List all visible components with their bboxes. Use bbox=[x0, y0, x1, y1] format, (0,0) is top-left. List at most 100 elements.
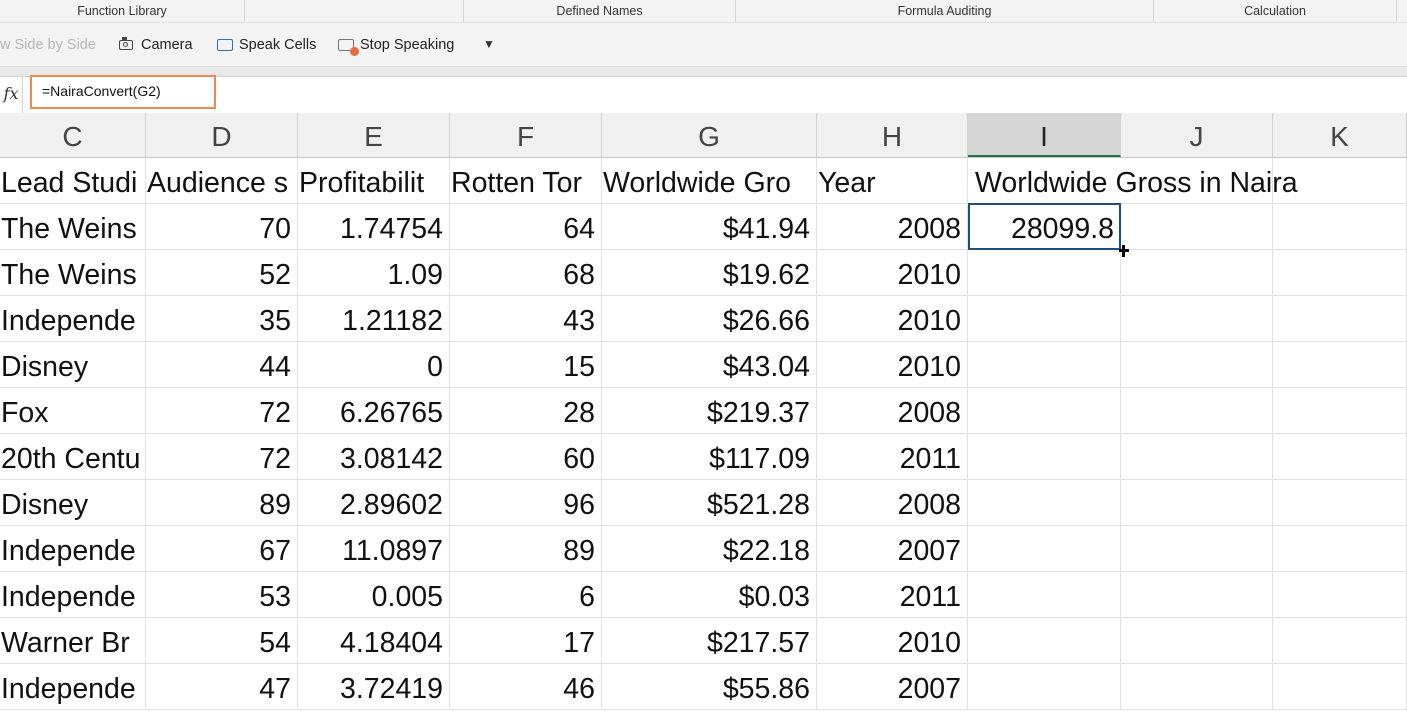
column-header-j[interactable]: J bbox=[1121, 113, 1273, 157]
table-cell[interactable] bbox=[1121, 526, 1273, 572]
table-cell[interactable]: Independe bbox=[0, 526, 146, 572]
table-cell[interactable]: 11.0897 bbox=[298, 526, 450, 572]
table-cell[interactable]: 46 bbox=[450, 664, 602, 710]
table-cell[interactable] bbox=[1273, 204, 1407, 250]
table-cell[interactable]: $219.37 bbox=[602, 388, 817, 434]
column-header-g[interactable]: G bbox=[602, 113, 817, 157]
table-cell[interactable]: $521.28 bbox=[602, 480, 817, 526]
table-cell[interactable]: 64 bbox=[450, 204, 602, 250]
table-cell[interactable] bbox=[968, 664, 1121, 710]
column-header-i[interactable]: I bbox=[968, 113, 1121, 157]
table-cell[interactable]: 0.005 bbox=[298, 572, 450, 618]
table-cell[interactable]: Independe bbox=[0, 664, 146, 710]
table-cell[interactable]: 89 bbox=[146, 480, 298, 526]
formula-input[interactable]: =NairaConvert(G2) bbox=[30, 75, 216, 109]
table-cell[interactable]: Independe bbox=[0, 296, 146, 342]
header-cell[interactable]: Audience s bbox=[146, 158, 298, 204]
table-cell[interactable]: 3.08142 bbox=[298, 434, 450, 480]
table-cell[interactable]: 67 bbox=[146, 526, 298, 572]
table-cell[interactable] bbox=[1273, 664, 1407, 710]
header-cell[interactable]: Worldwide Gross in Naira bbox=[968, 158, 1298, 204]
table-cell[interactable] bbox=[968, 480, 1121, 526]
table-cell[interactable]: 1.21182 bbox=[298, 296, 450, 342]
column-header-h[interactable]: H bbox=[817, 113, 968, 157]
table-cell[interactable] bbox=[968, 296, 1121, 342]
table-cell[interactable]: 1.09 bbox=[298, 250, 450, 296]
table-cell[interactable]: 2.89602 bbox=[298, 480, 450, 526]
table-cell[interactable] bbox=[1121, 480, 1273, 526]
table-cell[interactable]: 2008 bbox=[817, 204, 968, 250]
table-cell[interactable]: Independe bbox=[0, 572, 146, 618]
table-cell[interactable] bbox=[1273, 250, 1407, 296]
table-cell[interactable]: 68 bbox=[450, 250, 602, 296]
table-cell[interactable]: 1.74754 bbox=[298, 204, 450, 250]
table-cell[interactable] bbox=[1121, 250, 1273, 296]
table-cell[interactable]: 2010 bbox=[817, 250, 968, 296]
table-cell[interactable]: $117.09 bbox=[602, 434, 817, 480]
table-cell[interactable] bbox=[1121, 664, 1273, 710]
table-cell[interactable]: Disney bbox=[0, 480, 146, 526]
table-cell[interactable]: 4.18404 bbox=[298, 618, 450, 664]
table-cell[interactable]: 44 bbox=[146, 342, 298, 388]
table-cell[interactable]: Fox bbox=[0, 388, 146, 434]
table-cell[interactable] bbox=[1273, 480, 1407, 526]
table-cell[interactable]: 2010 bbox=[817, 618, 968, 664]
table-cell[interactable]: 6 bbox=[450, 572, 602, 618]
header-cell[interactable]: Lead Studi bbox=[0, 158, 146, 204]
table-cell[interactable] bbox=[968, 618, 1121, 664]
header-cell[interactable]: Year bbox=[817, 158, 968, 204]
table-cell[interactable] bbox=[968, 434, 1121, 480]
header-cell[interactable]: Worldwide Gro bbox=[602, 158, 817, 204]
table-cell[interactable]: 2008 bbox=[817, 480, 968, 526]
table-cell[interactable] bbox=[1273, 572, 1407, 618]
table-cell[interactable] bbox=[1273, 526, 1407, 572]
fill-handle-cursor[interactable] bbox=[1119, 245, 1129, 257]
table-cell[interactable]: $22.18 bbox=[602, 526, 817, 572]
table-cell[interactable] bbox=[1273, 342, 1407, 388]
header-cell[interactable] bbox=[1121, 158, 1273, 204]
stop-speaking-button[interactable]: Stop Speaking bbox=[338, 35, 454, 56]
fx-icon[interactable]: fx bbox=[0, 77, 23, 113]
table-cell[interactable] bbox=[1121, 204, 1273, 250]
table-cell[interactable]: 2011 bbox=[817, 572, 968, 618]
table-cell[interactable]: 2008 bbox=[817, 388, 968, 434]
column-header-f[interactable]: F bbox=[450, 113, 602, 157]
column-header-e[interactable]: E bbox=[298, 113, 450, 157]
speak-cells-button[interactable]: Speak Cells bbox=[217, 35, 316, 55]
table-cell[interactable] bbox=[1121, 342, 1273, 388]
table-cell[interactable]: 3.72419 bbox=[298, 664, 450, 710]
table-cell[interactable]: 20th Centu bbox=[0, 434, 146, 480]
column-header-d[interactable]: D bbox=[146, 113, 298, 157]
table-cell[interactable]: 2010 bbox=[817, 342, 968, 388]
table-cell[interactable]: $26.66 bbox=[602, 296, 817, 342]
table-cell[interactable]: $0.03 bbox=[602, 572, 817, 618]
table-cell[interactable]: 52 bbox=[146, 250, 298, 296]
table-cell[interactable]: 96 bbox=[450, 480, 602, 526]
table-cell[interactable]: $43.04 bbox=[602, 342, 817, 388]
table-cell[interactable]: 47 bbox=[146, 664, 298, 710]
table-cell[interactable]: Warner Br bbox=[0, 618, 146, 664]
table-cell[interactable]: 43 bbox=[450, 296, 602, 342]
table-cell[interactable]: 2011 bbox=[817, 434, 968, 480]
table-cell[interactable] bbox=[1121, 296, 1273, 342]
column-header-k[interactable]: K bbox=[1273, 113, 1407, 157]
table-cell[interactable]: 70 bbox=[146, 204, 298, 250]
table-cell[interactable]: $55.86 bbox=[602, 664, 817, 710]
table-cell[interactable] bbox=[968, 388, 1121, 434]
table-cell[interactable] bbox=[968, 526, 1121, 572]
table-cell[interactable]: 28 bbox=[450, 388, 602, 434]
table-cell[interactable] bbox=[1273, 618, 1407, 664]
table-cell[interactable] bbox=[1121, 434, 1273, 480]
table-cell[interactable] bbox=[968, 342, 1121, 388]
table-cell[interactable] bbox=[1273, 434, 1407, 480]
table-cell[interactable]: $19.62 bbox=[602, 250, 817, 296]
table-cell[interactable]: 72 bbox=[146, 434, 298, 480]
view-side-by-side-button[interactable]: w Side by Side bbox=[0, 35, 96, 55]
table-cell[interactable]: 60 bbox=[450, 434, 602, 480]
table-cell[interactable]: 2007 bbox=[817, 664, 968, 710]
table-cell[interactable]: 72 bbox=[146, 388, 298, 434]
table-cell[interactable]: 2010 bbox=[817, 296, 968, 342]
table-cell[interactable] bbox=[1273, 296, 1407, 342]
table-cell[interactable] bbox=[968, 572, 1121, 618]
table-cell[interactable] bbox=[1121, 618, 1273, 664]
